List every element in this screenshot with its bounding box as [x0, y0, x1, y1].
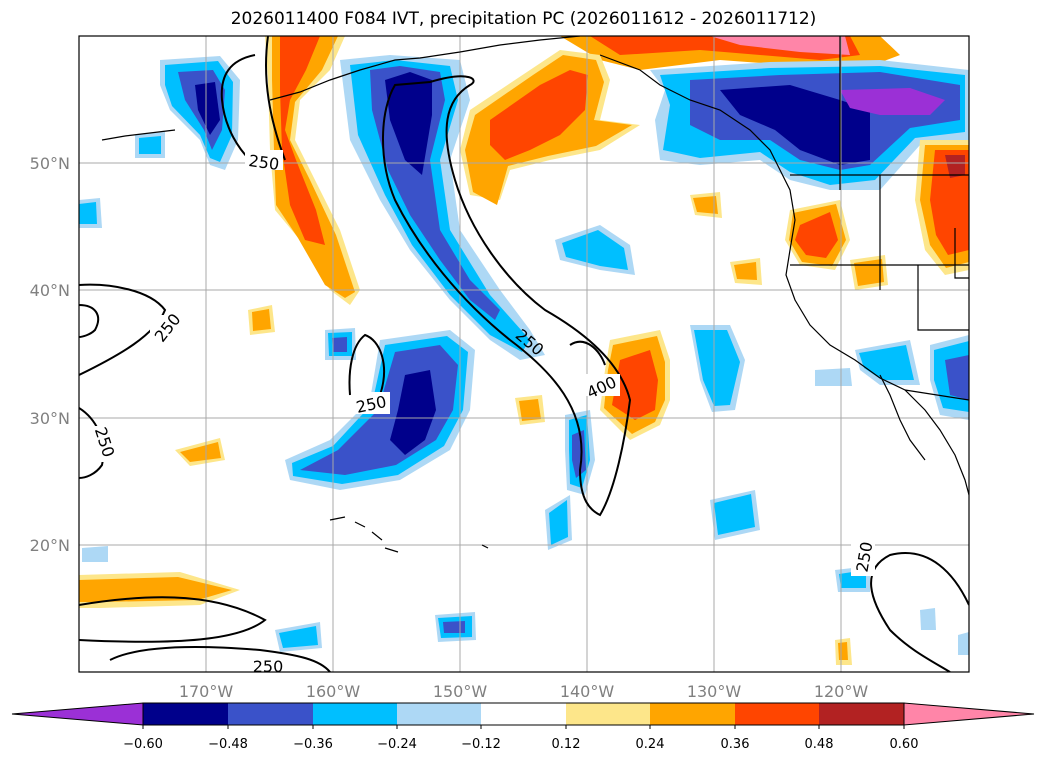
lon-label: 120°W	[814, 682, 869, 701]
lon-label: 150°W	[433, 682, 488, 701]
colorbar-tick-label: 0.24	[636, 737, 665, 752]
colorbar-tick-label: 0.60	[890, 737, 919, 752]
contour-label: 250	[247, 151, 280, 174]
map-title: 2026011400 F084 IVT, precipitation PC (2…	[230, 9, 817, 29]
coastlines	[101, 36, 969, 553]
lat-label: 50°N	[30, 154, 70, 173]
colorbar-tick-label: 0.36	[721, 737, 750, 752]
map-plot-area: 250 250 250 250 250 250 250 400	[79, 36, 969, 676]
longitude-labels: 170°W 160°W 150°W 140°W 130°W 120°W	[179, 682, 869, 701]
lon-label: 170°W	[179, 682, 234, 701]
lat-label: 40°N	[30, 281, 70, 300]
latitude-labels: 50°N 40°N 30°N 20°N	[30, 154, 70, 555]
colorbar-tick-label: −0.60	[123, 737, 163, 752]
contour-label: 250	[253, 657, 284, 676]
lon-label: 160°W	[306, 682, 361, 701]
colorbar-tick-label: 0.12	[552, 737, 581, 752]
ivt-contours	[79, 36, 969, 672]
map-frame	[78, 35, 970, 673]
lon-label: 140°W	[560, 682, 615, 701]
colorbar-tick-label: −0.24	[377, 737, 417, 752]
graticule	[79, 36, 969, 672]
colorbar-tick-label: −0.48	[208, 737, 248, 752]
colorbar: −0.60 −0.48 −0.36 −0.24 −0.12 0.12 0.24 …	[11, 702, 1035, 752]
colorbar-tick-label: −0.12	[461, 737, 501, 752]
lat-label: 20°N	[30, 536, 70, 555]
lat-label: 30°N	[30, 409, 70, 428]
colorbar-tick-label: 0.48	[805, 737, 834, 752]
contour-labels: 250 250 250 250 250 250 250 400	[91, 150, 877, 676]
lon-label: 130°W	[687, 682, 742, 701]
colorbar-tick-label: −0.36	[293, 737, 333, 752]
